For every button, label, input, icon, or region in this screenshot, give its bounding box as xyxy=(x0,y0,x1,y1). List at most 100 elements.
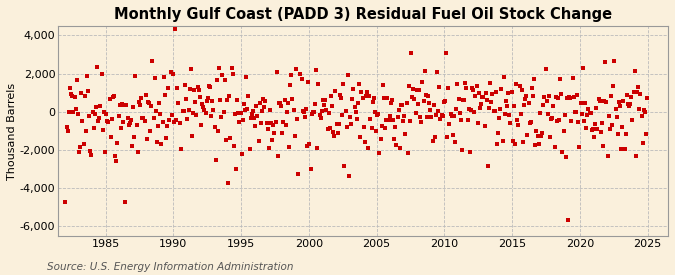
Point xyxy=(545,135,556,140)
Point xyxy=(348,87,359,92)
Point xyxy=(458,98,468,102)
Point xyxy=(641,132,651,136)
Point xyxy=(475,106,485,111)
Point xyxy=(259,104,269,109)
Point xyxy=(110,154,121,158)
Point xyxy=(240,108,250,112)
Point xyxy=(228,144,239,149)
Point xyxy=(254,101,265,105)
Point xyxy=(414,115,425,119)
Point xyxy=(312,146,323,150)
Point xyxy=(514,84,525,88)
Point xyxy=(260,99,271,103)
Point xyxy=(111,159,122,163)
Point xyxy=(159,93,170,97)
Point xyxy=(84,113,95,118)
Point xyxy=(398,119,408,123)
Point xyxy=(314,113,325,118)
Point xyxy=(287,97,298,101)
Point xyxy=(610,106,621,111)
Point xyxy=(72,111,83,116)
Point xyxy=(436,112,447,117)
Point xyxy=(241,75,252,79)
Point xyxy=(397,103,408,108)
Point xyxy=(557,150,568,154)
Point xyxy=(412,101,423,106)
Point xyxy=(639,110,650,114)
Point xyxy=(411,87,422,92)
Point xyxy=(543,112,554,116)
Point xyxy=(584,111,595,116)
Point xyxy=(127,143,138,148)
Point xyxy=(503,90,514,95)
Point xyxy=(157,120,168,124)
Point xyxy=(505,121,516,125)
Point xyxy=(619,147,630,151)
Point xyxy=(462,118,473,122)
Point xyxy=(392,115,403,119)
Point xyxy=(189,88,200,92)
Point xyxy=(267,138,277,142)
Point xyxy=(356,90,367,94)
Point xyxy=(597,143,608,148)
Point xyxy=(428,103,439,107)
Point xyxy=(439,99,450,104)
Point xyxy=(70,107,81,111)
Point xyxy=(632,90,643,94)
Point xyxy=(407,95,418,99)
Point xyxy=(538,103,549,108)
Point xyxy=(426,115,437,119)
Point xyxy=(153,123,163,128)
Point xyxy=(261,121,272,125)
Point xyxy=(176,5,187,9)
Point xyxy=(543,94,554,98)
Point xyxy=(310,68,321,72)
Point xyxy=(573,119,584,124)
Point xyxy=(206,114,217,118)
Point xyxy=(622,102,633,107)
Point xyxy=(335,95,346,100)
Point xyxy=(152,140,163,145)
Title: Monthly Gulf Coast (PADD 3) Residual Fuel Oil Stock Change: Monthly Gulf Coast (PADD 3) Residual Fue… xyxy=(114,7,612,22)
Point xyxy=(315,116,326,120)
Point xyxy=(498,75,509,79)
Point xyxy=(634,107,645,112)
Point xyxy=(280,123,291,127)
Point xyxy=(68,110,79,115)
Point xyxy=(245,116,256,120)
Point xyxy=(406,51,416,56)
Point xyxy=(248,109,259,114)
Point xyxy=(434,84,445,89)
Point xyxy=(349,105,360,109)
Point xyxy=(305,167,316,171)
Point xyxy=(382,96,393,101)
Point xyxy=(304,141,315,146)
Point xyxy=(599,99,610,104)
Point xyxy=(252,114,263,118)
Point xyxy=(556,92,567,96)
Point xyxy=(449,114,460,118)
Point xyxy=(400,132,411,136)
Point xyxy=(410,111,421,115)
Point xyxy=(524,120,535,125)
Point xyxy=(435,116,446,121)
Point xyxy=(350,110,361,114)
Point xyxy=(390,125,401,130)
Point xyxy=(60,199,71,204)
Point xyxy=(97,72,107,76)
Point xyxy=(622,93,632,97)
Point xyxy=(562,95,572,100)
Point xyxy=(564,95,574,99)
Point xyxy=(215,98,225,102)
Point xyxy=(101,112,111,116)
Point xyxy=(209,125,220,129)
Point xyxy=(614,100,624,104)
Point xyxy=(488,108,499,113)
Point xyxy=(162,124,173,129)
Point xyxy=(124,121,135,125)
Point xyxy=(597,120,608,125)
Point xyxy=(181,97,192,101)
Point xyxy=(192,85,203,89)
Point xyxy=(387,98,398,102)
Point xyxy=(120,200,131,204)
